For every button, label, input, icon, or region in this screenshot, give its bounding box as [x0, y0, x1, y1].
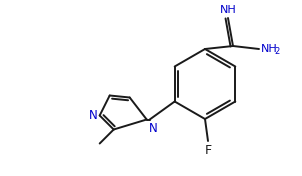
Text: NH: NH: [261, 44, 278, 54]
Text: 2: 2: [274, 48, 279, 56]
Text: NH: NH: [220, 5, 236, 15]
Text: N: N: [89, 109, 98, 122]
Text: F: F: [204, 144, 212, 157]
Text: N: N: [149, 121, 157, 134]
